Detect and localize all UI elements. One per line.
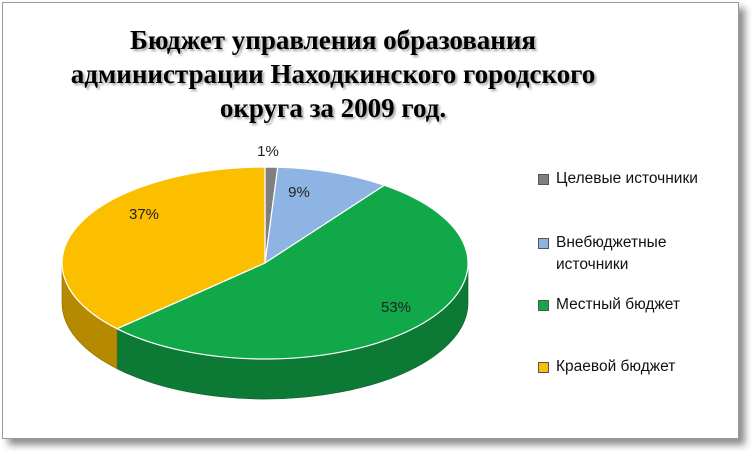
slice-2 <box>264 166 386 265</box>
data-label-3: 53% <box>381 299 411 316</box>
legend-label: Внебюджетные источники <box>556 234 667 273</box>
legend-label: Краевой бюджет <box>556 358 676 375</box>
legend-swatch <box>538 300 549 311</box>
slice-3 <box>115 184 469 360</box>
legend-swatch <box>538 238 549 249</box>
chart-title: Бюджет управления образования администра… <box>70 25 596 123</box>
data-label-1: 1% <box>257 143 279 160</box>
data-label-4: 37% <box>129 206 159 223</box>
data-label-2: 9% <box>288 184 310 201</box>
legend-swatch <box>538 362 549 373</box>
legend-swatch <box>538 174 549 185</box>
legend-label: Целевые источники <box>556 170 698 187</box>
slice-4 <box>61 166 266 330</box>
legend-label: Местный бюджет <box>556 296 680 313</box>
